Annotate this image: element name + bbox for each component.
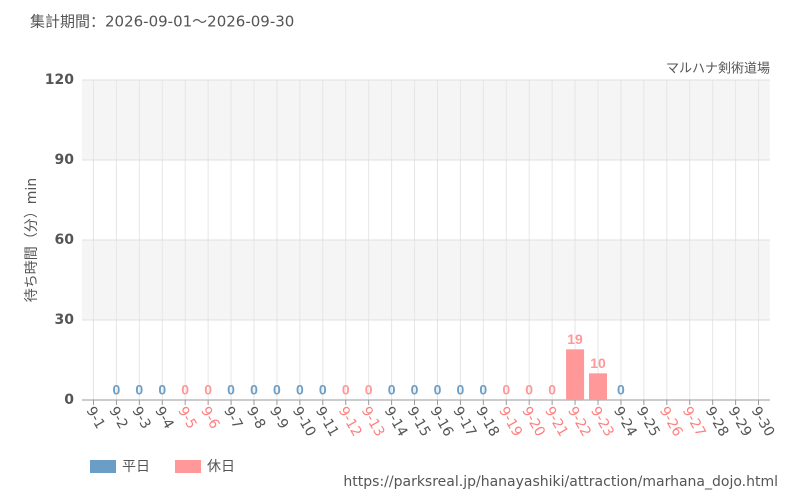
x-tick-label: 9-3: [128, 404, 153, 432]
x-tick-label: 9-4: [151, 404, 176, 432]
plot-band: [82, 80, 770, 160]
x-tick-label: 9-11: [312, 404, 342, 440]
data-label: 0: [227, 382, 235, 398]
x-tick-label: 9-18: [472, 404, 502, 440]
x-tick-label: 9-29: [725, 404, 755, 440]
x-tick-label: 9-16: [427, 404, 457, 440]
x-tick-label: 9-2: [105, 404, 130, 432]
data-label: 0: [617, 382, 625, 398]
data-label: 0: [296, 382, 304, 398]
plot-band: [82, 240, 770, 320]
data-label: 0: [457, 382, 465, 398]
data-label: 0: [548, 382, 556, 398]
x-tick-label: 9-20: [518, 404, 548, 440]
x-tick-label: 9-22: [564, 404, 594, 440]
x-tick-label: 9-27: [679, 404, 709, 440]
data-label: 0: [319, 382, 327, 398]
x-tick-label: 9-25: [633, 404, 663, 440]
x-tick-label: 9-14: [381, 404, 411, 440]
chart-subtitle: マルハナ剣術道場: [666, 62, 770, 77]
chart-title: 集計期間：2026-09-01～2026-09-30: [30, 13, 294, 31]
y-tick-label: 120: [45, 72, 74, 88]
x-tick-label: 9-12: [335, 404, 365, 440]
y-tick-label: 30: [55, 312, 75, 328]
data-label: 0: [388, 382, 396, 398]
y-tick-label: 90: [55, 152, 75, 168]
data-label: 0: [411, 382, 419, 398]
x-tick-label: 9-8: [243, 404, 268, 432]
legend-swatch: [90, 460, 116, 473]
legend-swatch: [175, 460, 201, 473]
data-label: 0: [135, 382, 143, 398]
source-url: https://parksreal.jp/hanayashiki/attract…: [343, 474, 778, 490]
plot-band: [82, 160, 770, 240]
x-tick-label: 9-19: [495, 404, 525, 440]
y-tick-label: 60: [55, 232, 75, 248]
x-tick-label: 9-17: [449, 404, 479, 440]
data-label: 0: [502, 382, 510, 398]
bar: [589, 373, 607, 400]
data-label: 10: [590, 355, 606, 371]
x-tick-label: 9-21: [541, 404, 571, 440]
x-tick-label: 9-13: [358, 404, 388, 440]
x-tick-label: 9-1: [83, 404, 108, 432]
plot-band: [82, 320, 770, 400]
x-tick-label: 9-6: [197, 404, 222, 432]
data-label: 0: [158, 382, 166, 398]
legend-label: 平日: [122, 459, 150, 475]
data-label: 0: [181, 382, 189, 398]
y-tick-label: 0: [64, 392, 74, 408]
x-tick-label: 9-5: [174, 404, 199, 432]
y-axis-label: 待ち時間（分）min: [24, 178, 40, 302]
bar: [566, 349, 585, 400]
x-tick-label: 9-7: [220, 404, 245, 432]
x-tick-label: 9-9: [266, 404, 291, 432]
data-label: 0: [250, 382, 258, 398]
x-tick-label: 9-24: [610, 404, 640, 440]
data-label: 0: [342, 382, 350, 398]
data-label: 0: [273, 382, 281, 398]
data-label: 0: [434, 382, 442, 398]
x-tick-label: 9-15: [404, 404, 434, 440]
x-tick-label: 9-30: [748, 404, 778, 440]
x-tick-label: 9-23: [587, 404, 617, 440]
x-tick-label: 9-26: [656, 404, 686, 440]
x-tick-label: 9-10: [289, 404, 319, 440]
x-tick-label: 9-28: [702, 404, 732, 440]
data-label: 0: [479, 382, 487, 398]
data-label: 0: [525, 382, 533, 398]
data-label: 19: [567, 331, 583, 347]
data-label: 0: [365, 382, 373, 398]
data-label: 0: [204, 382, 212, 398]
data-label: 0: [113, 382, 121, 398]
legend-label: 休日: [207, 459, 235, 475]
